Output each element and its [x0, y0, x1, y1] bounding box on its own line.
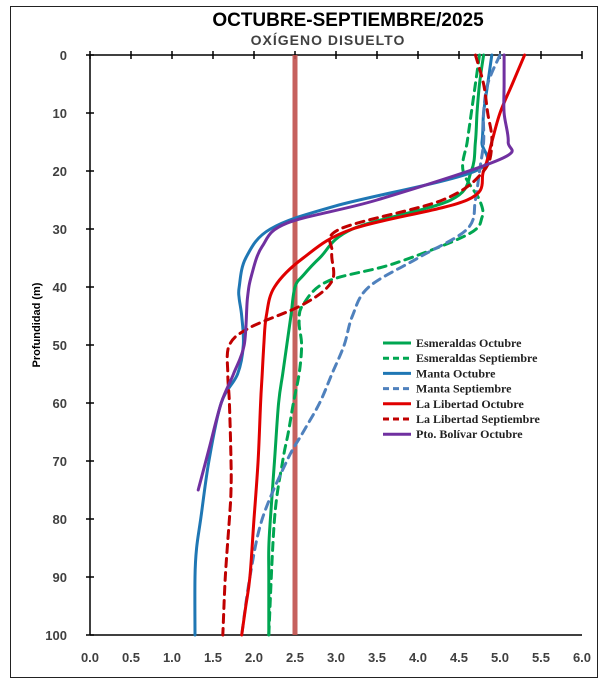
y-tick-label: 20	[53, 164, 67, 179]
x-tick-label: 5.0	[491, 650, 509, 665]
legend-label: Esmeraldas Septiembre	[416, 351, 538, 365]
y-axis-label: Profundidad (m)	[31, 282, 43, 367]
y-tick-label: 0	[60, 48, 67, 63]
series-line-4	[240, 53, 502, 637]
x-tick-label: 5.5	[532, 650, 550, 665]
y-tick-label: 60	[53, 396, 67, 411]
y-tick-label: 30	[53, 222, 67, 237]
x-tick-label: 3.5	[368, 650, 386, 665]
x-tick-label: 1.5	[204, 650, 222, 665]
x-tick-label: 3.0	[327, 650, 345, 665]
x-tick-label: 2.0	[245, 650, 263, 665]
chart-subtitle: OXÍGENO DISUELTO	[251, 32, 406, 48]
y-tick-label: 90	[53, 570, 67, 585]
x-tick-label: 0.0	[81, 650, 99, 665]
legend-label: Pto. Bolívar Octubre	[416, 427, 523, 441]
legend-label: Esmeraldas Octubre	[416, 336, 522, 350]
y-tick-label: 10	[53, 106, 67, 121]
y-tick-label: 50	[53, 338, 67, 353]
legend-label: La Libertad Octubre	[416, 397, 524, 411]
series-line-1	[267, 53, 486, 637]
x-tick-label: 1.0	[163, 650, 181, 665]
chart-frame	[10, 6, 598, 678]
x-tick-labels: 0.0 0.5 1.0 1.5 2.0 2.5 3.0 3.5 4.0 4.5 5.0 5.5 6.0	[81, 650, 591, 665]
series-line-6	[221, 53, 494, 637]
y-tick-label: 70	[53, 454, 67, 469]
series-lines	[193, 53, 527, 637]
y-tick-label: 80	[53, 512, 67, 527]
y-tick-labels: 0 10 20 30 40 50 60 70 80 90 100	[45, 48, 67, 643]
y-tick-label: 100	[45, 628, 67, 643]
legend-label: Manta Octubre	[416, 366, 496, 380]
series-line-2	[267, 53, 485, 637]
series-line-7	[196, 53, 514, 492]
y-tick-label: 40	[53, 280, 67, 295]
legend-label: La Libertad Septiembre	[416, 412, 540, 426]
x-tick-label: 0.5	[122, 650, 140, 665]
chart-title: OCTUBRE-SEPTIEMBRE/2025	[212, 10, 484, 31]
x-tick-label: 2.5	[286, 650, 304, 665]
x-tick-label: 4.5	[450, 650, 468, 665]
series-line-3	[193, 53, 494, 637]
x-tick-label: 4.0	[409, 650, 427, 665]
legend-label: Manta Septiembre	[416, 382, 512, 396]
x-tick-label: 6.0	[573, 650, 591, 665]
